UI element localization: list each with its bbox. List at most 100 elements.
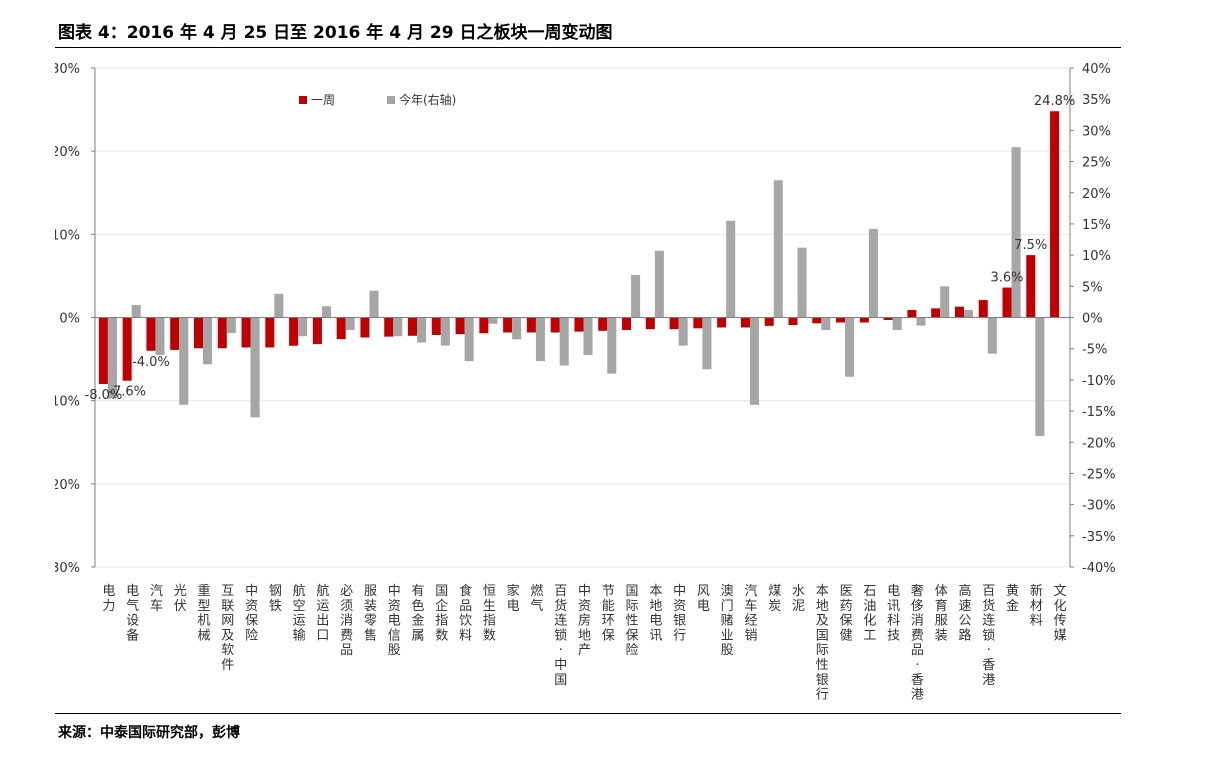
left-tick-label: 20% — [51, 145, 80, 160]
bar-week — [788, 317, 798, 325]
bar-week — [503, 317, 513, 333]
left-tick-label: -10% — [46, 395, 80, 410]
bar-ytd — [274, 293, 284, 318]
right-tick-label: 20% — [1082, 187, 1111, 202]
category-label: 航空运输 — [293, 583, 306, 643]
category-label: 食品饮料 — [459, 583, 472, 643]
left-tick-label: -20% — [46, 478, 80, 493]
bar-week — [954, 306, 964, 318]
top-rule — [55, 47, 1121, 48]
category-label: 国企指数 — [435, 584, 448, 643]
bar-week — [550, 317, 560, 333]
chart-title: 图表 4：2016 年 4 月 25 日至 2016 年 4 月 29 日之板块… — [58, 23, 613, 43]
data-label: 7.5% — [1014, 238, 1047, 253]
data-label: 24.8% — [1034, 94, 1075, 109]
category-label: 国际性保险 — [626, 584, 639, 658]
bar-week — [336, 317, 346, 340]
category-label: 本地及国际性银行 — [816, 584, 829, 703]
bar-ytd — [916, 317, 926, 326]
bar-week — [431, 317, 441, 335]
bar-ytd — [987, 317, 997, 354]
source-note: 来源：中泰国际研究部，彭博 — [58, 725, 240, 741]
bars — [98, 111, 1069, 437]
right-axis-ticks: 40% 35% 30% 25% 20% 15% 10% 5% 0% -5% -10% -15% -20%… — [1082, 62, 1116, 575]
category-label: 有色金属 — [412, 584, 425, 643]
data-label: -8.0% — [85, 388, 123, 403]
bar-ytd — [417, 317, 427, 343]
bar-week — [146, 317, 156, 351]
right-tick-label: 0% — [1082, 312, 1103, 327]
bar-week — [645, 317, 655, 330]
category-label: 体育服装 — [935, 584, 948, 643]
data-labels: -8.0%-7.6% -4.0% 3.6% 7.5% 24.8% — [85, 94, 1076, 403]
bar-week — [384, 317, 394, 337]
right-tick-label: 5% — [1082, 280, 1103, 295]
left-tick-label: 0% — [59, 312, 80, 327]
category-label: 文化传媒 — [1054, 584, 1067, 643]
bar-ytd — [131, 305, 141, 318]
right-tick-label: -15% — [1082, 405, 1116, 420]
category-label: 奢侈消费品·香港 — [911, 584, 924, 703]
left-tick-label: -30% — [46, 561, 80, 576]
right-tick-label: 25% — [1082, 156, 1111, 171]
bar-week — [98, 317, 108, 385]
bar-week — [574, 317, 584, 332]
bar-week — [883, 317, 893, 320]
category-label: 电力 — [102, 584, 115, 614]
category-label: 医药保健 — [840, 584, 853, 643]
bar-ytd — [345, 317, 355, 330]
category-label: 燃气 — [530, 583, 543, 614]
category-label: 电气设备 — [126, 584, 139, 643]
category-label: 百货连锁·香港 — [982, 584, 995, 688]
bar-ytd — [678, 317, 688, 346]
category-label: 服装零售 — [364, 584, 377, 643]
left-tick-label: 30% — [51, 62, 80, 77]
bar-ytd — [1035, 317, 1045, 437]
category-label: 风电 — [697, 584, 710, 614]
bar-ytd — [179, 317, 189, 405]
category-label: 光伏 — [174, 584, 187, 614]
data-label: -4.0% — [132, 355, 170, 370]
bar-week — [360, 317, 370, 338]
category-label: 石油化工 — [863, 584, 876, 643]
bar-ytd — [631, 275, 641, 318]
category-label: 家电 — [507, 583, 520, 614]
bar-ytd — [963, 310, 974, 318]
bar-ytd — [1011, 147, 1021, 318]
bar-ytd — [535, 317, 545, 362]
bar-ytd — [892, 317, 902, 330]
bar-week — [312, 317, 322, 345]
bar-week — [931, 308, 941, 318]
bar-ytd — [250, 317, 260, 418]
category-label: 本地电讯 — [649, 584, 662, 643]
legend-swatch-ytd — [387, 96, 395, 104]
category-label: 煤炭 — [768, 584, 781, 614]
legend-week-label: 一周 — [311, 93, 335, 107]
category-label: 重型机械 — [198, 583, 211, 643]
bar-week — [455, 317, 465, 335]
bottom-rule — [55, 713, 1121, 714]
category-label: 航运出口 — [316, 583, 329, 643]
category-label: 高速公路 — [958, 583, 971, 643]
data-label: 3.6% — [991, 271, 1024, 286]
category-label: 钢铁 — [269, 584, 282, 614]
category-label: 恒生指数 — [483, 584, 496, 643]
bar-ytd — [440, 317, 450, 346]
bar-ytd — [654, 250, 664, 318]
bar-week — [693, 317, 703, 329]
left-tick-label: 10% — [51, 228, 80, 243]
bar-ytd — [107, 317, 117, 399]
bar-ytd — [797, 247, 807, 318]
bar-week — [978, 300, 988, 318]
bar-week — [907, 310, 917, 318]
data-label: -7.6% — [108, 385, 146, 400]
bar-ytd — [464, 317, 474, 362]
category-label: 中资房地产 — [578, 584, 591, 658]
bar-ytd — [773, 180, 783, 318]
bar-ytd — [369, 290, 379, 318]
bar-week — [740, 317, 750, 328]
category-label: 百货连锁·中国 — [554, 584, 567, 688]
bar-week — [193, 317, 204, 349]
bar-week — [526, 317, 536, 333]
right-tick-label: -20% — [1082, 436, 1116, 451]
